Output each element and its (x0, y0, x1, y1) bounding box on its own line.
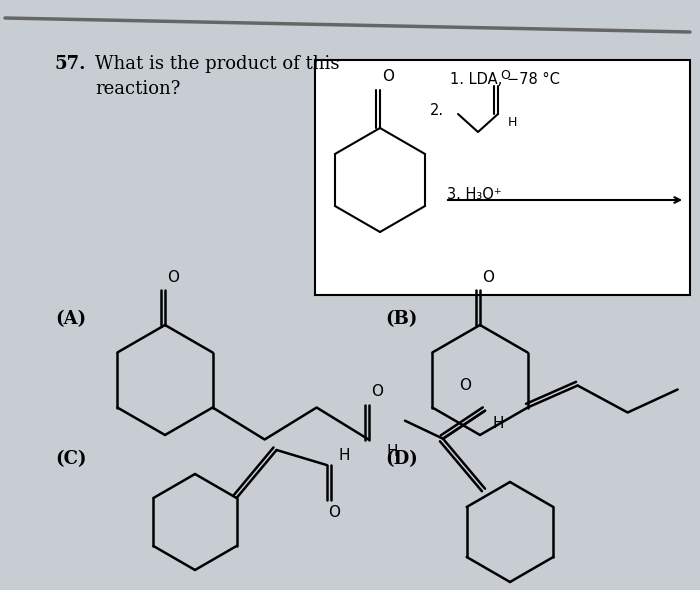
Text: O: O (167, 270, 179, 285)
Text: O: O (459, 378, 471, 393)
Text: O: O (482, 270, 494, 285)
Text: O: O (370, 385, 383, 399)
Bar (315, 60, 690, 295)
Text: reaction?: reaction? (95, 80, 181, 98)
Text: (C): (C) (55, 450, 87, 468)
Text: H: H (386, 444, 398, 460)
Text: O: O (382, 69, 394, 84)
Text: 1. LDA, −78 °C: 1. LDA, −78 °C (450, 72, 560, 87)
Text: (B): (B) (385, 310, 417, 328)
Text: 2.: 2. (430, 103, 444, 118)
Text: O: O (500, 69, 510, 82)
Text: H: H (508, 116, 517, 129)
Text: 3. H₃O⁺: 3. H₃O⁺ (447, 187, 502, 202)
Text: H: H (339, 448, 350, 463)
Text: H: H (493, 416, 505, 431)
Text: What is the product of this: What is the product of this (95, 55, 340, 73)
Text: (D): (D) (385, 450, 418, 468)
Text: O: O (328, 505, 341, 520)
Text: (A): (A) (55, 310, 86, 328)
Text: 57.: 57. (55, 55, 87, 73)
